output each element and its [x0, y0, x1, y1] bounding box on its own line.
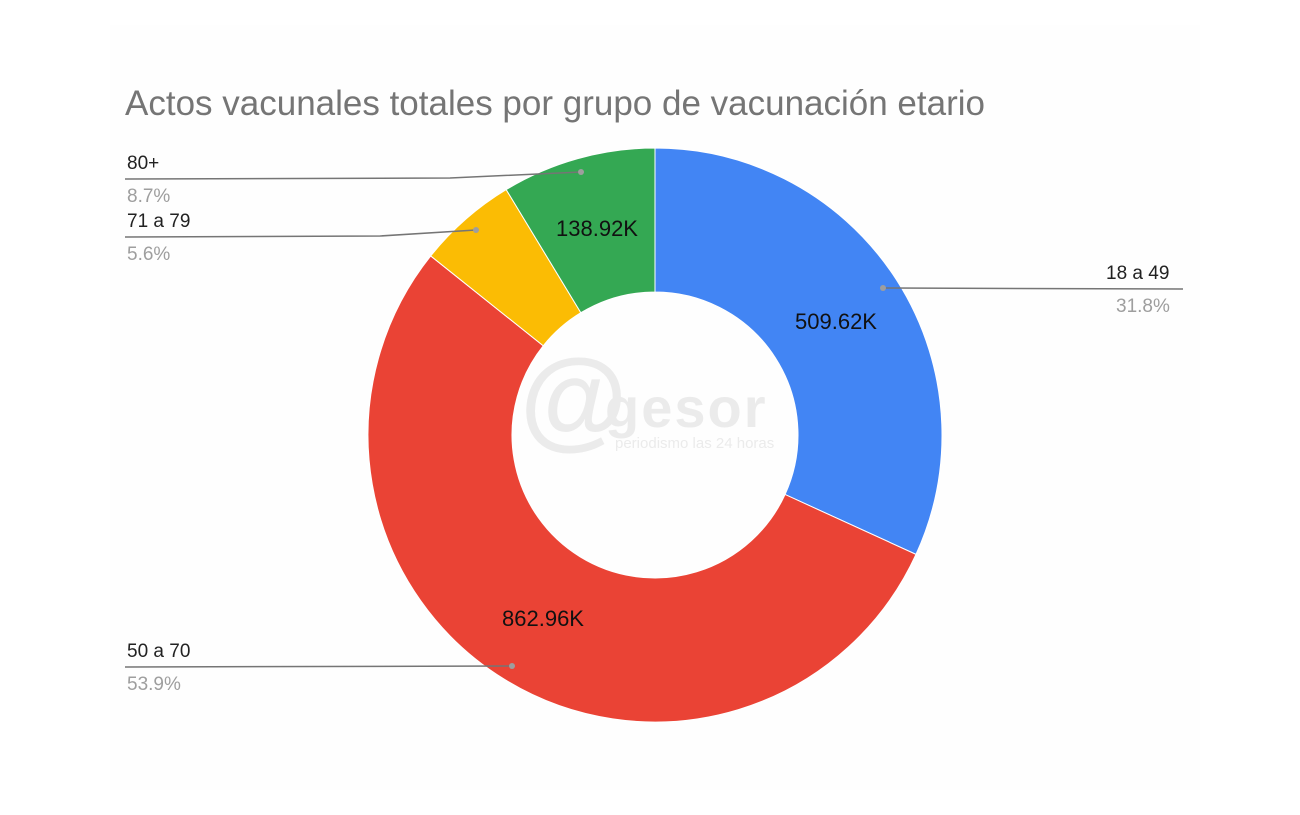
label-50-70: 50 a 70 [127, 641, 191, 662]
slice-80-[interactable] [505, 147, 656, 314]
percent-50-70: 53.9% [127, 674, 181, 695]
value-label-80plus: 138.92K [556, 216, 638, 241]
percent-80plus: 8.7% [127, 186, 171, 207]
leader-line-80plus [124, 171, 582, 180]
value-label-50-70: 862.96K [502, 606, 584, 631]
leader-dot-50-70 [509, 663, 515, 669]
label-80plus: 80+ [127, 153, 160, 174]
leader-line-18-49 [882, 287, 1184, 290]
watermark-tagline: periodismo las 24 horas [615, 435, 775, 452]
label-18-49: 18 a 49 [1106, 263, 1170, 284]
leader-line-50-70 [124, 665, 513, 668]
slice-18-a-49[interactable] [654, 147, 943, 556]
chart-title: Actos vacunales totales por grupo de vac… [125, 84, 985, 123]
slice-50-a-70[interactable] [367, 255, 917, 723]
leader-line-71-79 [124, 229, 477, 238]
leader-dot-71-79 [473, 227, 479, 233]
leader-dot-18-49 [880, 285, 886, 291]
leader-dot-80plus [578, 169, 584, 175]
percent-18-49: 31.8% [1116, 296, 1170, 317]
label-71-79: 71 a 79 [127, 211, 191, 232]
percent-71-79: 5.6% [127, 244, 171, 265]
value-label-18-49: 509.62K [795, 309, 877, 334]
